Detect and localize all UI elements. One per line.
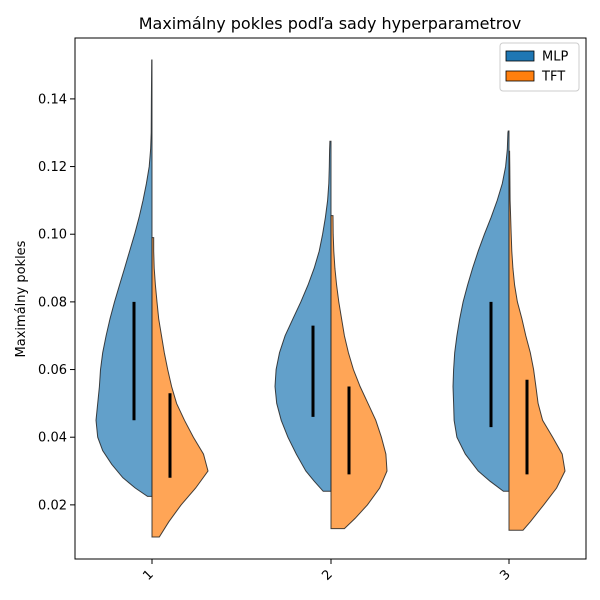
chart-title: Maximálny pokles podľa sady hyperparamet… — [139, 14, 522, 33]
y-axis-label: Maximálny pokles — [14, 240, 29, 357]
violin-mlp-3 — [452, 130, 510, 492]
y-tick-label: 0.08 — [38, 295, 67, 310]
legend: MLP TFT — [499, 42, 580, 92]
violin-tft-3 — [508, 150, 566, 531]
x-tick-label: 1 — [140, 567, 156, 583]
plot-area — [95, 59, 566, 538]
x-tick-label: 3 — [497, 567, 513, 583]
y-tick-label: 0.12 — [38, 160, 67, 175]
y-tick-label: 0.10 — [38, 228, 67, 243]
y-tick-label: 0.06 — [38, 363, 67, 378]
y-tick-label: 0.02 — [38, 498, 67, 513]
series-tft — [151, 150, 566, 538]
legend-label-mlp: MLP — [542, 50, 568, 65]
violin-mlp-1 — [95, 59, 153, 497]
legend-swatch-tft — [505, 70, 535, 82]
y-tick-label: 0.04 — [38, 431, 67, 446]
violin-mlp-2 — [274, 140, 332, 492]
legend-swatch-mlp — [505, 50, 535, 62]
series-mlp — [95, 59, 510, 497]
legend-label-tft: TFT — [541, 70, 565, 85]
x-tick-label: 2 — [319, 567, 335, 583]
violin-tft-1 — [151, 237, 209, 538]
violin-tft-2 — [330, 215, 388, 530]
y-tick-label: 0.14 — [38, 92, 67, 107]
